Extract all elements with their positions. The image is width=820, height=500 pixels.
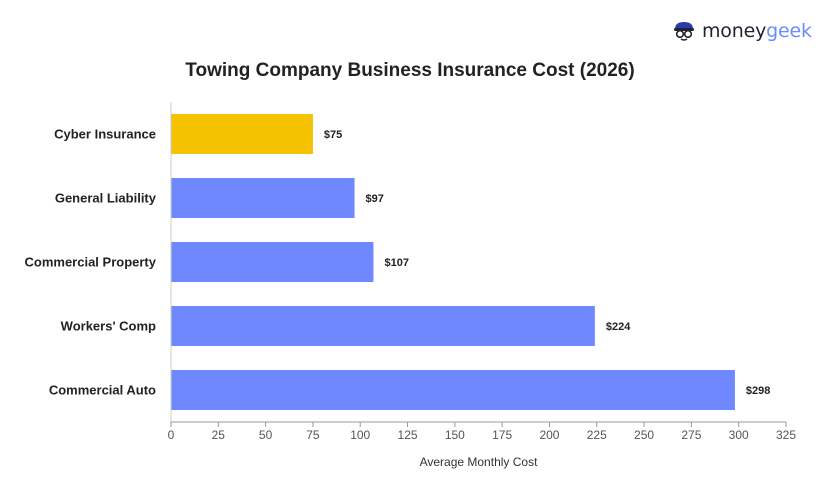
category-label: Commercial Property (25, 255, 157, 270)
category-label: General Liability (55, 191, 157, 206)
bar (171, 370, 735, 410)
category-label: Workers' Comp (61, 319, 156, 334)
bar (171, 306, 595, 346)
x-tick-label: 125 (398, 428, 418, 442)
chart-title: Towing Company Business Insurance Cost (… (185, 60, 635, 81)
x-axis-title: Average Monthly Cost (420, 455, 539, 469)
x-tick-label: 75 (306, 428, 320, 442)
x-tick-label: 250 (634, 428, 654, 442)
x-tick-label: 150 (445, 428, 465, 442)
x-tick-label: 175 (492, 428, 512, 442)
value-label: $75 (324, 129, 342, 141)
value-labels: $75 $97 $107 $224 $298 (324, 129, 770, 397)
category-label: Cyber Insurance (54, 127, 156, 142)
x-tick-label: 225 (587, 428, 607, 442)
x-tick-label: 100 (350, 428, 370, 442)
x-tick-label: 25 (212, 428, 226, 442)
category-label: Commercial Auto (49, 383, 156, 398)
category-labels: Cyber Insurance General Liability Commerci… (25, 127, 157, 398)
brand-name-suffix: geek (766, 20, 812, 42)
x-tick-label: 0 (168, 428, 175, 442)
bar (171, 242, 374, 282)
value-label: $224 (606, 321, 631, 333)
x-tick-label: 325 (776, 428, 796, 442)
x-tick-label: 50 (259, 428, 273, 442)
x-tick-label: 275 (681, 428, 701, 442)
bar (171, 114, 313, 154)
value-label: $107 (384, 257, 408, 269)
x-tick-label: 300 (729, 428, 749, 442)
brand-name: moneygeek (702, 20, 812, 42)
geek-face-icon (674, 22, 694, 41)
bar (171, 178, 355, 218)
value-label: $97 (366, 193, 384, 205)
x-tick-label: 200 (539, 428, 559, 442)
brand-name-prefix: money (702, 20, 767, 42)
x-axis-ticks: 0 25 50 75 100 125 150 175 200 225 250 275 300 325 (168, 422, 796, 442)
brand-logo: moneygeek (672, 20, 812, 42)
value-label: $298 (746, 385, 770, 397)
bars-group (171, 114, 735, 410)
